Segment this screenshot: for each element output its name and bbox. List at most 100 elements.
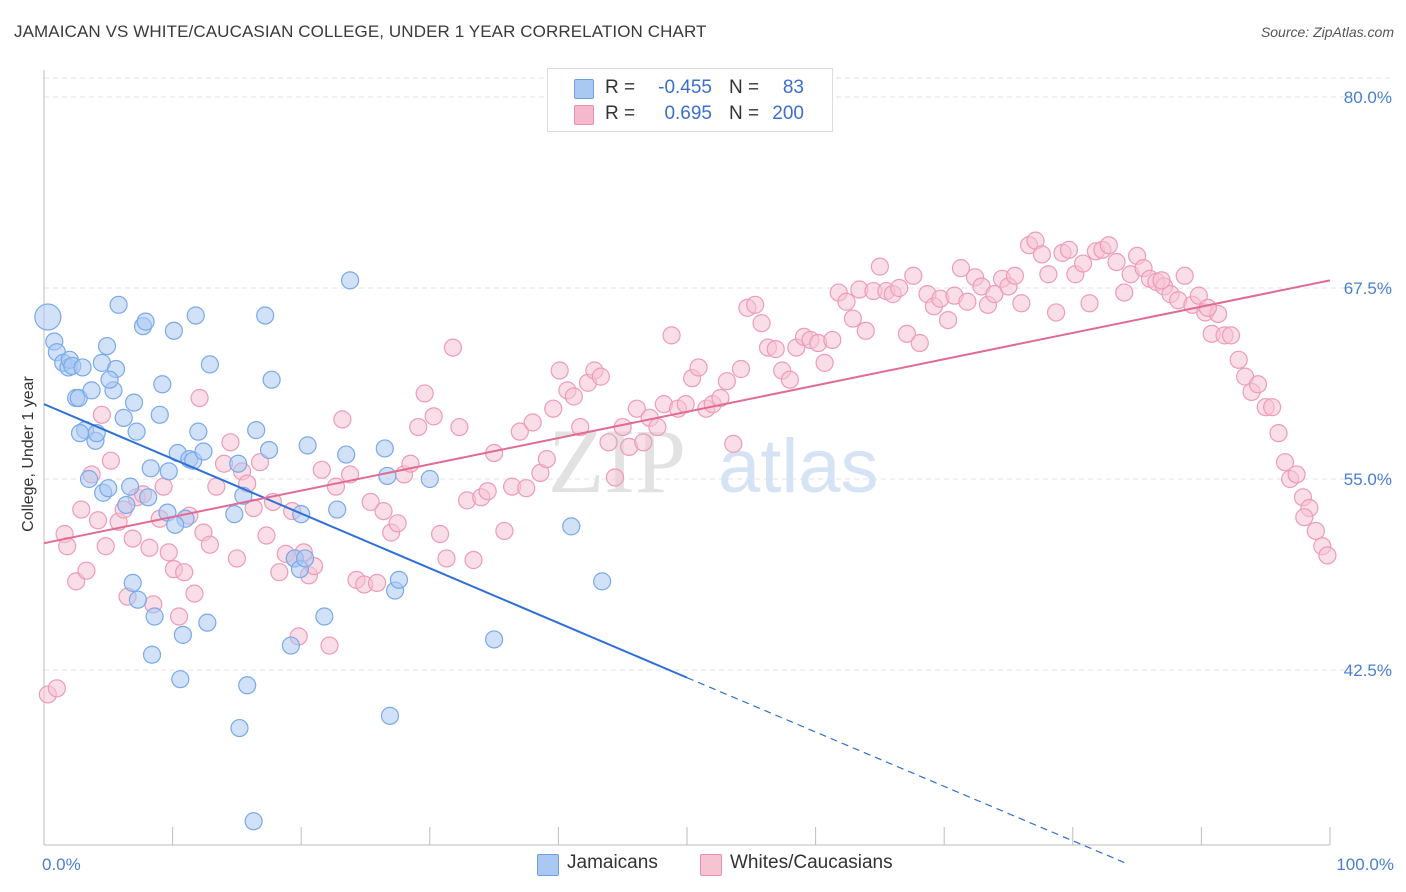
trend-line-whites	[43, 279, 1331, 545]
whites-point	[175, 563, 194, 582]
jamaicans-point	[136, 312, 155, 331]
jamaicans-point	[238, 676, 257, 695]
whites-point	[154, 477, 173, 496]
source-label: Source: ZipAtlas.com	[1260, 24, 1394, 40]
whites-point	[717, 372, 736, 391]
bottom-legend-label: Whites/Caucasians	[730, 852, 893, 873]
whites-point	[689, 358, 708, 377]
whites-point	[464, 550, 483, 570]
whites-point	[870, 257, 890, 276]
whites-point	[1221, 326, 1241, 345]
whites-point	[123, 529, 142, 548]
jamaicans-point	[256, 306, 275, 325]
whites-point	[169, 607, 189, 626]
whites-point	[1046, 303, 1066, 322]
jamaicans-point	[315, 607, 334, 626]
whites-point	[837, 292, 856, 311]
whites-point	[724, 434, 743, 453]
whites-point	[361, 492, 380, 512]
jamaicans-point	[247, 421, 266, 440]
watermark: ZIP atlas	[548, 410, 879, 512]
series-whites-caucasians	[38, 231, 1337, 704]
whites-point	[424, 407, 443, 426]
whites-point	[1248, 375, 1268, 394]
jamaicans-point	[229, 454, 248, 473]
bottom-legend-label: Jamaicans	[567, 852, 658, 873]
whites-point	[591, 367, 610, 386]
whites-point	[731, 359, 751, 379]
whites-point	[890, 278, 909, 298]
jamaicans-point	[99, 479, 118, 498]
whites-point	[1275, 453, 1295, 472]
whites-point	[415, 384, 434, 403]
whites-point	[985, 285, 1004, 304]
y-tick-label-0: 80.0%	[1344, 88, 1392, 107]
jamaicans-point	[378, 466, 397, 486]
whites-point	[1012, 294, 1031, 313]
whites-point	[599, 433, 618, 452]
jamaicans-point	[189, 422, 208, 441]
whites-point	[443, 338, 463, 357]
whites-point	[101, 451, 120, 470]
y-tick-label-1: 67.5%	[1344, 279, 1392, 298]
whites-point	[1107, 252, 1126, 272]
x-tick-labels: 0.0% 100.0%	[42, 855, 1394, 874]
jamaicans-point	[142, 645, 162, 664]
jamaicans-point	[117, 495, 136, 515]
whites-point	[374, 501, 393, 521]
whites-point	[1032, 245, 1052, 264]
y-tick-label-2: 55.0%	[1344, 470, 1392, 489]
whites-point	[1175, 266, 1194, 285]
whites-point	[1099, 236, 1118, 255]
jamaicans-point	[166, 515, 185, 534]
whites-point	[1005, 266, 1025, 285]
whites-point	[333, 410, 352, 429]
whites-point	[517, 479, 536, 498]
whites-point	[159, 543, 178, 562]
whites-point	[227, 549, 246, 568]
legend-r-value: -0.455	[658, 77, 712, 98]
jamaicans-point	[128, 590, 147, 609]
whites-point	[1263, 398, 1282, 417]
bottom-legend-swatch-jamaicans	[537, 854, 559, 876]
whites-point	[1189, 286, 1208, 305]
jamaicans-point	[485, 630, 504, 649]
jamaicans-point	[389, 570, 409, 589]
whites-point	[958, 292, 977, 311]
whites-point	[1229, 350, 1248, 369]
whites-point	[605, 468, 625, 487]
jamaicans-point	[198, 613, 217, 632]
whites-point	[388, 514, 407, 533]
legend-n-label: N =	[729, 103, 760, 124]
whites-point	[564, 387, 583, 406]
whites-point	[1198, 298, 1217, 317]
jamaicans-point	[124, 393, 144, 412]
legend-n-value: 200	[772, 103, 804, 124]
jamaicans-point	[593, 572, 612, 591]
legend-r-label: R =	[605, 77, 636, 98]
jamaicans-point	[298, 436, 317, 455]
jamaicans-point	[200, 355, 219, 374]
y-tick-label-3: 42.5%	[1344, 661, 1392, 680]
whites-point	[634, 433, 653, 452]
jamaicans-point	[340, 271, 360, 290]
series-jamaicans	[34, 271, 612, 831]
whites-point	[627, 399, 646, 418]
whites-point	[1059, 240, 1079, 259]
jamaicans-point	[123, 573, 142, 593]
whites-point	[140, 538, 159, 557]
whites-point	[1152, 271, 1171, 290]
trend-line-jamaicans	[43, 403, 688, 679]
legend-swatch-whites	[574, 105, 594, 125]
whites-point	[326, 477, 346, 496]
whites-point	[1073, 254, 1093, 273]
whites-point	[544, 399, 563, 418]
whites-point	[780, 370, 799, 389]
jamaicans-point	[153, 375, 172, 394]
whites-point	[815, 353, 834, 372]
whites-point	[711, 388, 730, 408]
whites-point	[47, 679, 66, 698]
whites-point	[96, 537, 115, 556]
whites-point	[571, 417, 590, 437]
